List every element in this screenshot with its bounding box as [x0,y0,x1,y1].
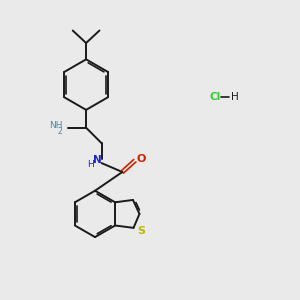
Text: S: S [137,226,146,236]
Text: O: O [137,154,146,164]
Text: N: N [93,154,102,164]
Text: Cl: Cl [209,92,221,101]
Text: H: H [231,92,239,101]
Text: NH: NH [49,121,62,130]
Text: H: H [88,160,94,169]
Text: 2: 2 [58,127,62,136]
